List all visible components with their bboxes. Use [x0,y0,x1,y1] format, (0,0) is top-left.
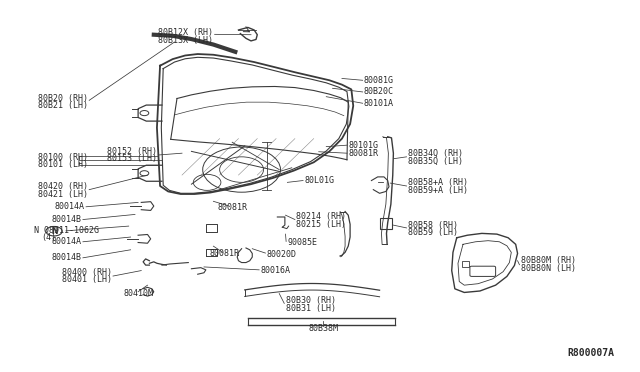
Text: 80101 (LH): 80101 (LH) [38,160,88,169]
Text: N 08911-1062G: N 08911-1062G [34,226,99,235]
Text: 80014A: 80014A [55,202,85,211]
Text: 80B35Q (LH): 80B35Q (LH) [408,157,463,166]
Text: 80100 (RH): 80100 (RH) [38,153,88,162]
Text: 80420 (RH): 80420 (RH) [38,182,88,191]
Text: 80410M: 80410M [123,289,153,298]
Text: R800007A: R800007A [568,348,615,358]
Text: 80020D: 80020D [267,250,297,259]
Text: 80014B: 80014B [52,253,82,262]
Text: 80214 (RH): 80214 (RH) [296,212,346,221]
Text: 80B20 (RH): 80B20 (RH) [38,94,88,103]
Text: 80081R: 80081R [348,149,378,158]
Text: 80215 (LH): 80215 (LH) [296,220,346,229]
Text: 80153 (LH): 80153 (LH) [107,154,157,163]
Bar [380,218,392,229]
Text: 90085E: 90085E [287,238,317,247]
Text: 80B58+A (RH): 80B58+A (RH) [408,178,468,187]
Text: 80B59 (LH): 80B59 (LH) [408,228,458,237]
Text: 80B20C: 80B20C [364,87,394,96]
Text: 80081G: 80081G [364,76,394,85]
Text: 80014B: 80014B [52,215,82,224]
Text: 80B80N (LH): 80B80N (LH) [521,264,576,273]
Text: 80B21 (LH): 80B21 (LH) [38,101,88,110]
Text: 80401 (LH): 80401 (LH) [62,275,112,284]
Text: 80B31 (LH): 80B31 (LH) [285,304,335,312]
Text: 80L01G: 80L01G [305,176,334,185]
Text: 80B12X (RH): 80B12X (RH) [158,28,213,37]
Text: 80014A: 80014A [52,237,82,246]
Text: 80016A: 80016A [260,266,291,275]
Text: 80400 (RH): 80400 (RH) [62,268,112,277]
Text: 80421 (LH): 80421 (LH) [38,189,88,199]
Text: 80101A: 80101A [364,99,394,108]
Text: 80152 (RH): 80152 (RH) [107,147,157,156]
Text: 80081R: 80081R [217,203,247,212]
Text: 80101G: 80101G [348,141,378,150]
Bar [461,261,469,267]
Text: (4): (4) [41,233,56,242]
Text: 80B58 (RH): 80B58 (RH) [408,221,458,230]
Text: 80B59+A (LH): 80B59+A (LH) [408,186,468,195]
Text: 80B38M: 80B38M [308,324,338,333]
Text: 80B80M (RH): 80B80M (RH) [521,256,576,265]
Text: 80B30 (RH): 80B30 (RH) [285,296,335,305]
Text: N: N [51,227,58,236]
Text: 80B34Q (RH): 80B34Q (RH) [408,149,463,158]
Text: 80081R: 80081R [210,249,239,258]
Text: 80B13X (LH): 80B13X (LH) [158,36,213,45]
